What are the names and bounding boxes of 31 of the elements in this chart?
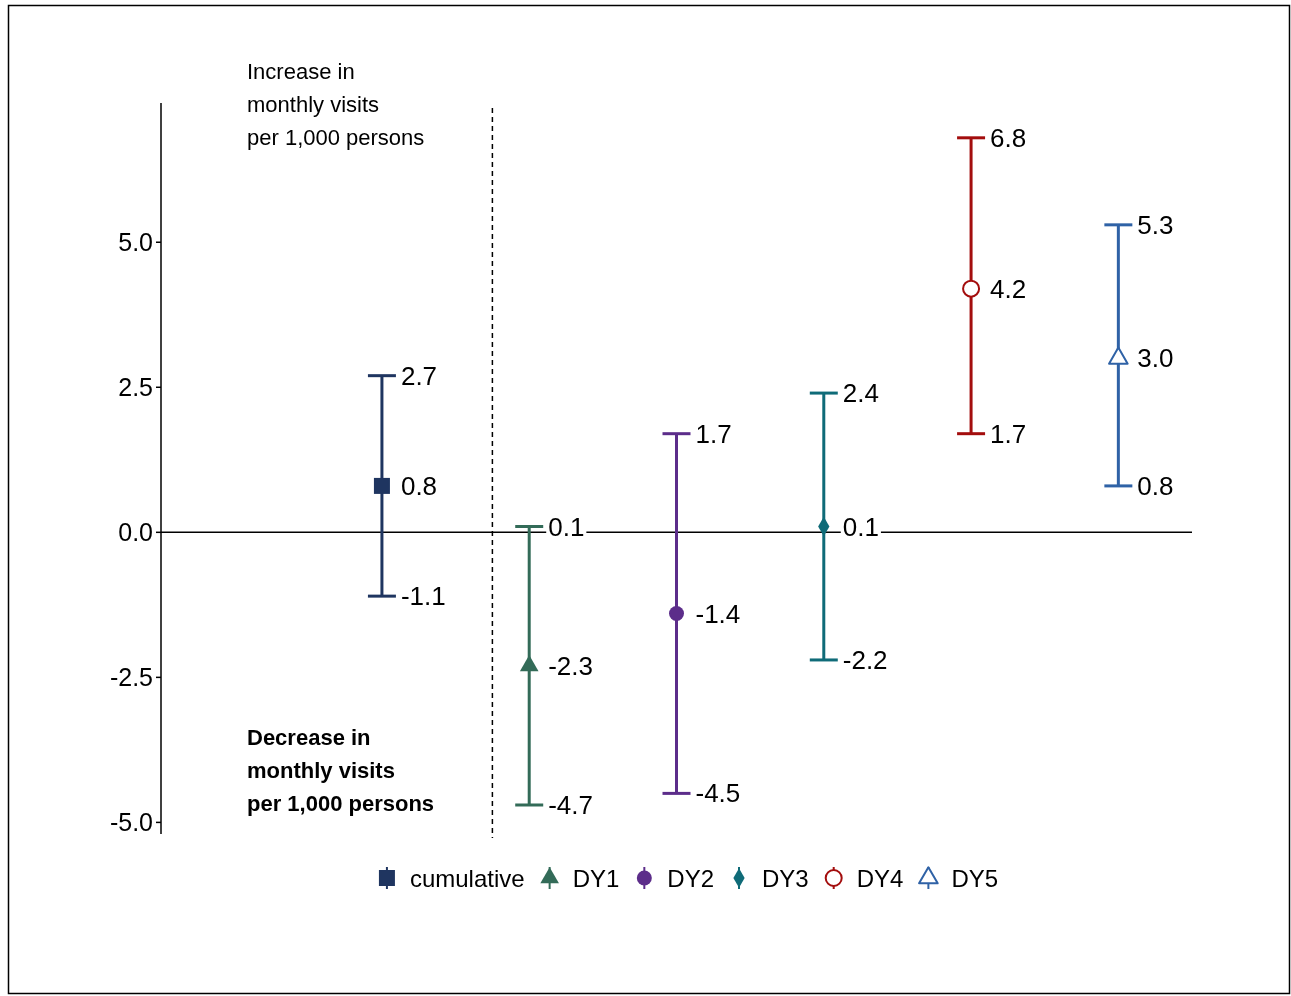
data-label: -2.3 xyxy=(548,650,594,681)
annotation: -4.5 xyxy=(695,778,741,809)
annotation: -2.2 xyxy=(842,644,888,675)
legend-label: DY2 xyxy=(667,864,715,892)
annotation: 2.4 xyxy=(842,378,879,409)
annotation: -1.1 xyxy=(400,581,446,612)
annotation: -4.7 xyxy=(548,789,594,820)
data-label: 4.2 xyxy=(990,273,1027,304)
data-label: -1.4 xyxy=(695,598,741,629)
legend-label: DY4 xyxy=(856,864,904,892)
data-label: 0.1 xyxy=(842,511,879,542)
annotation: 6.8 xyxy=(990,122,1027,153)
legend-label: cumulative xyxy=(409,864,525,892)
legend-label: DY3 xyxy=(762,864,809,892)
annotation: Decrease in monthly visits per 1,000 persons xyxy=(247,725,435,816)
annotation: 5.3 xyxy=(1137,209,1174,240)
data-label: 3.0 xyxy=(1137,343,1174,374)
annotation: 1.7 xyxy=(695,418,732,449)
annotation: Increase in monthly visits per 1,000 persons xyxy=(247,59,425,150)
legend-label: DY5 xyxy=(951,864,999,892)
annotation: 0.8 xyxy=(1137,470,1174,501)
annotation: 2.7 xyxy=(400,360,438,391)
y-tick-label: -5.0 xyxy=(109,808,153,837)
y-tick-label: 2.5 xyxy=(118,373,153,402)
legend-label: DY1 xyxy=(572,864,620,892)
data-label: 0.8 xyxy=(400,470,438,501)
annotation: 1.7 xyxy=(990,418,1027,449)
y-tick-label: 5.0 xyxy=(118,228,153,257)
y-tick-label: -2.5 xyxy=(109,663,153,692)
annotation: 0.1 xyxy=(548,511,585,542)
y-tick-label: 0.0 xyxy=(118,518,153,547)
